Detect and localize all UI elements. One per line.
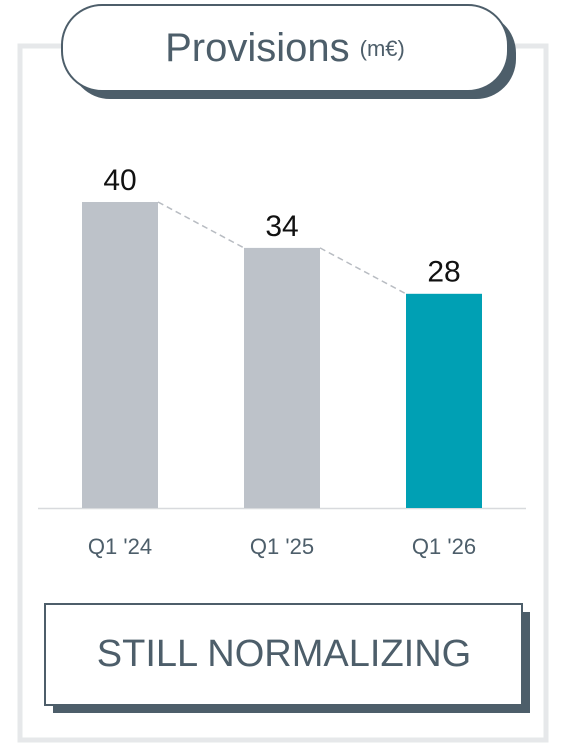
x-tick-label: Q1 '26 [412,534,476,559]
value-label: 34 [265,210,298,243]
annotation-box [44,603,523,706]
annotation: STILL NORMALIZING [97,633,471,675]
chart-unit: (m€) [360,36,405,61]
trend-connector [157,201,245,249]
bar [82,202,158,508]
x-tick-label: Q1 '24 [88,534,152,559]
title-pill [61,4,509,92]
trend-connector [319,247,407,295]
title-group: Provisions (m€) [165,26,405,70]
chart-title: Provisions [165,26,350,70]
value-label: 28 [427,256,460,289]
bar [406,293,482,508]
value-label: 40 [103,164,136,197]
bar [244,247,320,508]
x-tick-label: Q1 '25 [250,534,314,559]
